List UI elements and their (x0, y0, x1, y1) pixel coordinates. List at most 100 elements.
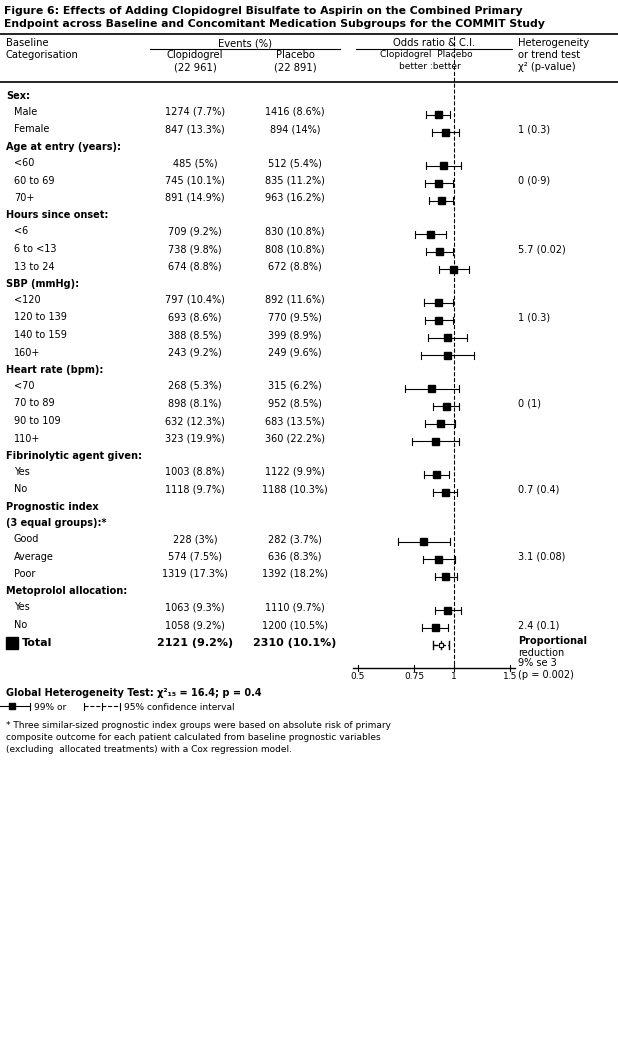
Text: 243 (9.2%): 243 (9.2%) (168, 347, 222, 358)
Text: 1058 (9.2%): 1058 (9.2%) (165, 620, 225, 630)
Bar (427, 231, 434, 238)
Text: (22 891): (22 891) (274, 62, 316, 72)
Text: 0 (0·9): 0 (0·9) (518, 176, 550, 185)
Text: 1 (0.3): 1 (0.3) (518, 312, 550, 323)
Text: 315 (6.2%): 315 (6.2%) (268, 381, 322, 391)
Text: 0 (1): 0 (1) (518, 398, 541, 409)
Text: Global Heterogeneity Test: χ²₁₅ = 16.4; p = 0.4: Global Heterogeneity Test: χ²₁₅ = 16.4; … (6, 688, 261, 698)
Text: Yes: Yes (14, 603, 30, 612)
Text: 110+: 110+ (14, 433, 40, 444)
Text: Heterogeneity: Heterogeneity (518, 38, 589, 48)
Text: χ² (p-value): χ² (p-value) (518, 62, 575, 72)
Bar (6, 636, 18, 648)
Text: 894 (14%): 894 (14%) (269, 125, 320, 134)
Text: 95% confidence interval: 95% confidence interval (124, 703, 235, 712)
Text: Proportional: Proportional (518, 636, 587, 646)
Text: <70: <70 (14, 381, 35, 391)
Text: 0.7 (0.4): 0.7 (0.4) (518, 485, 559, 495)
Bar (9, 703, 15, 708)
Text: <120: <120 (14, 295, 41, 305)
Bar (420, 538, 428, 545)
Text: Categorisation: Categorisation (6, 50, 79, 60)
Bar (435, 556, 442, 562)
Text: 70+: 70+ (14, 193, 35, 203)
Text: 120 to 139: 120 to 139 (14, 312, 67, 323)
Text: 1.5: 1.5 (503, 672, 517, 681)
Text: No: No (14, 485, 27, 495)
Bar (444, 607, 451, 614)
Bar (440, 162, 447, 169)
Text: Endpoint across Baseline and Concomitant Medication Subgroups for the COMMIT Stu: Endpoint across Baseline and Concomitant… (4, 19, 545, 29)
Bar (442, 129, 449, 136)
Text: 360 (22.2%): 360 (22.2%) (265, 433, 325, 444)
Text: 1392 (18.2%): 1392 (18.2%) (262, 569, 328, 579)
Text: 1003 (8.8%): 1003 (8.8%) (165, 467, 225, 477)
Text: better :better: better :better (399, 62, 461, 71)
Text: 1: 1 (451, 672, 457, 681)
Bar (428, 385, 435, 392)
Bar (435, 180, 442, 186)
Bar (444, 335, 451, 341)
Text: Metoprolol allocation:: Metoprolol allocation: (6, 587, 127, 596)
Text: 1319 (17.3%): 1319 (17.3%) (162, 569, 228, 579)
Bar (438, 197, 445, 204)
Text: 674 (8.8%): 674 (8.8%) (168, 262, 222, 271)
Text: 892 (11.6%): 892 (11.6%) (265, 295, 325, 305)
Text: Prognostic index: Prognostic index (6, 502, 99, 511)
Text: (22 961): (22 961) (174, 62, 216, 72)
Text: 1122 (9.9%): 1122 (9.9%) (265, 467, 325, 477)
Text: 891 (14.9%): 891 (14.9%) (165, 193, 225, 203)
Text: 1110 (9.7%): 1110 (9.7%) (265, 603, 325, 612)
Text: 388 (8.5%): 388 (8.5%) (168, 330, 222, 340)
Text: composite outcome for each patient calculated from baseline prognostic variables: composite outcome for each patient calcu… (6, 733, 381, 742)
Text: 830 (10.8%): 830 (10.8%) (265, 227, 325, 236)
Text: 70 to 89: 70 to 89 (14, 398, 54, 409)
Text: Total: Total (22, 638, 53, 647)
Text: 9% se 3: 9% se 3 (518, 659, 557, 668)
Text: Sex:: Sex: (6, 91, 30, 101)
Text: Baseline: Baseline (6, 38, 49, 48)
Text: Good: Good (14, 534, 40, 544)
Text: Odds ratio & C.I.: Odds ratio & C.I. (393, 38, 475, 48)
Text: 60 to 69: 60 to 69 (14, 176, 54, 185)
Bar (442, 573, 449, 580)
Text: SBP (mmHg):: SBP (mmHg): (6, 279, 79, 289)
Text: 485 (5%): 485 (5%) (172, 158, 218, 168)
Text: 709 (9.2%): 709 (9.2%) (168, 227, 222, 236)
Text: 0.5: 0.5 (351, 672, 365, 681)
Text: <6: <6 (14, 227, 28, 236)
Bar (439, 643, 443, 647)
Text: 1416 (8.6%): 1416 (8.6%) (265, 107, 325, 116)
Text: <60: <60 (14, 158, 35, 168)
Text: Yes: Yes (14, 467, 30, 477)
Text: 898 (8.1%): 898 (8.1%) (168, 398, 222, 409)
Text: (3 equal groups):*: (3 equal groups):* (6, 518, 106, 528)
Text: Clopidogrel  Placebo: Clopidogrel Placebo (379, 50, 472, 59)
Text: 1274 (7.7%): 1274 (7.7%) (165, 107, 225, 116)
Text: Clopidogrel: Clopidogrel (167, 50, 223, 60)
Text: 160+: 160+ (14, 347, 40, 358)
Text: 0.75: 0.75 (404, 672, 424, 681)
Text: (excluding  allocated treatments) with a Cox regression model.: (excluding allocated treatments) with a … (6, 744, 292, 754)
Text: 512 (5.4%): 512 (5.4%) (268, 158, 322, 168)
Text: 1 (0.3): 1 (0.3) (518, 125, 550, 134)
Text: * Three similar-sized prognostic index groups were based on absolute risk of pri: * Three similar-sized prognostic index g… (6, 721, 391, 730)
Bar (443, 402, 450, 410)
Text: 632 (12.3%): 632 (12.3%) (165, 416, 225, 426)
Text: 6 to <13: 6 to <13 (14, 244, 56, 254)
Text: 2310 (10.1%): 2310 (10.1%) (253, 638, 337, 647)
Text: 738 (9.8%): 738 (9.8%) (168, 244, 222, 254)
Text: 1188 (10.3%): 1188 (10.3%) (262, 485, 328, 495)
Text: 808 (10.8%): 808 (10.8%) (265, 244, 325, 254)
Text: 745 (10.1%): 745 (10.1%) (165, 176, 225, 185)
Text: 1118 (9.7%): 1118 (9.7%) (165, 485, 225, 495)
Text: 282 (3.7%): 282 (3.7%) (268, 534, 322, 544)
Text: Events (%): Events (%) (218, 38, 272, 48)
Bar (431, 624, 439, 631)
Text: 770 (9.5%): 770 (9.5%) (268, 312, 322, 323)
Text: 5.7 (0.02): 5.7 (0.02) (518, 244, 565, 254)
Text: (p = 0.002): (p = 0.002) (518, 669, 574, 680)
Bar (435, 317, 442, 324)
Text: 952 (8.5%): 952 (8.5%) (268, 398, 322, 409)
Text: 90 to 109: 90 to 109 (14, 416, 61, 426)
